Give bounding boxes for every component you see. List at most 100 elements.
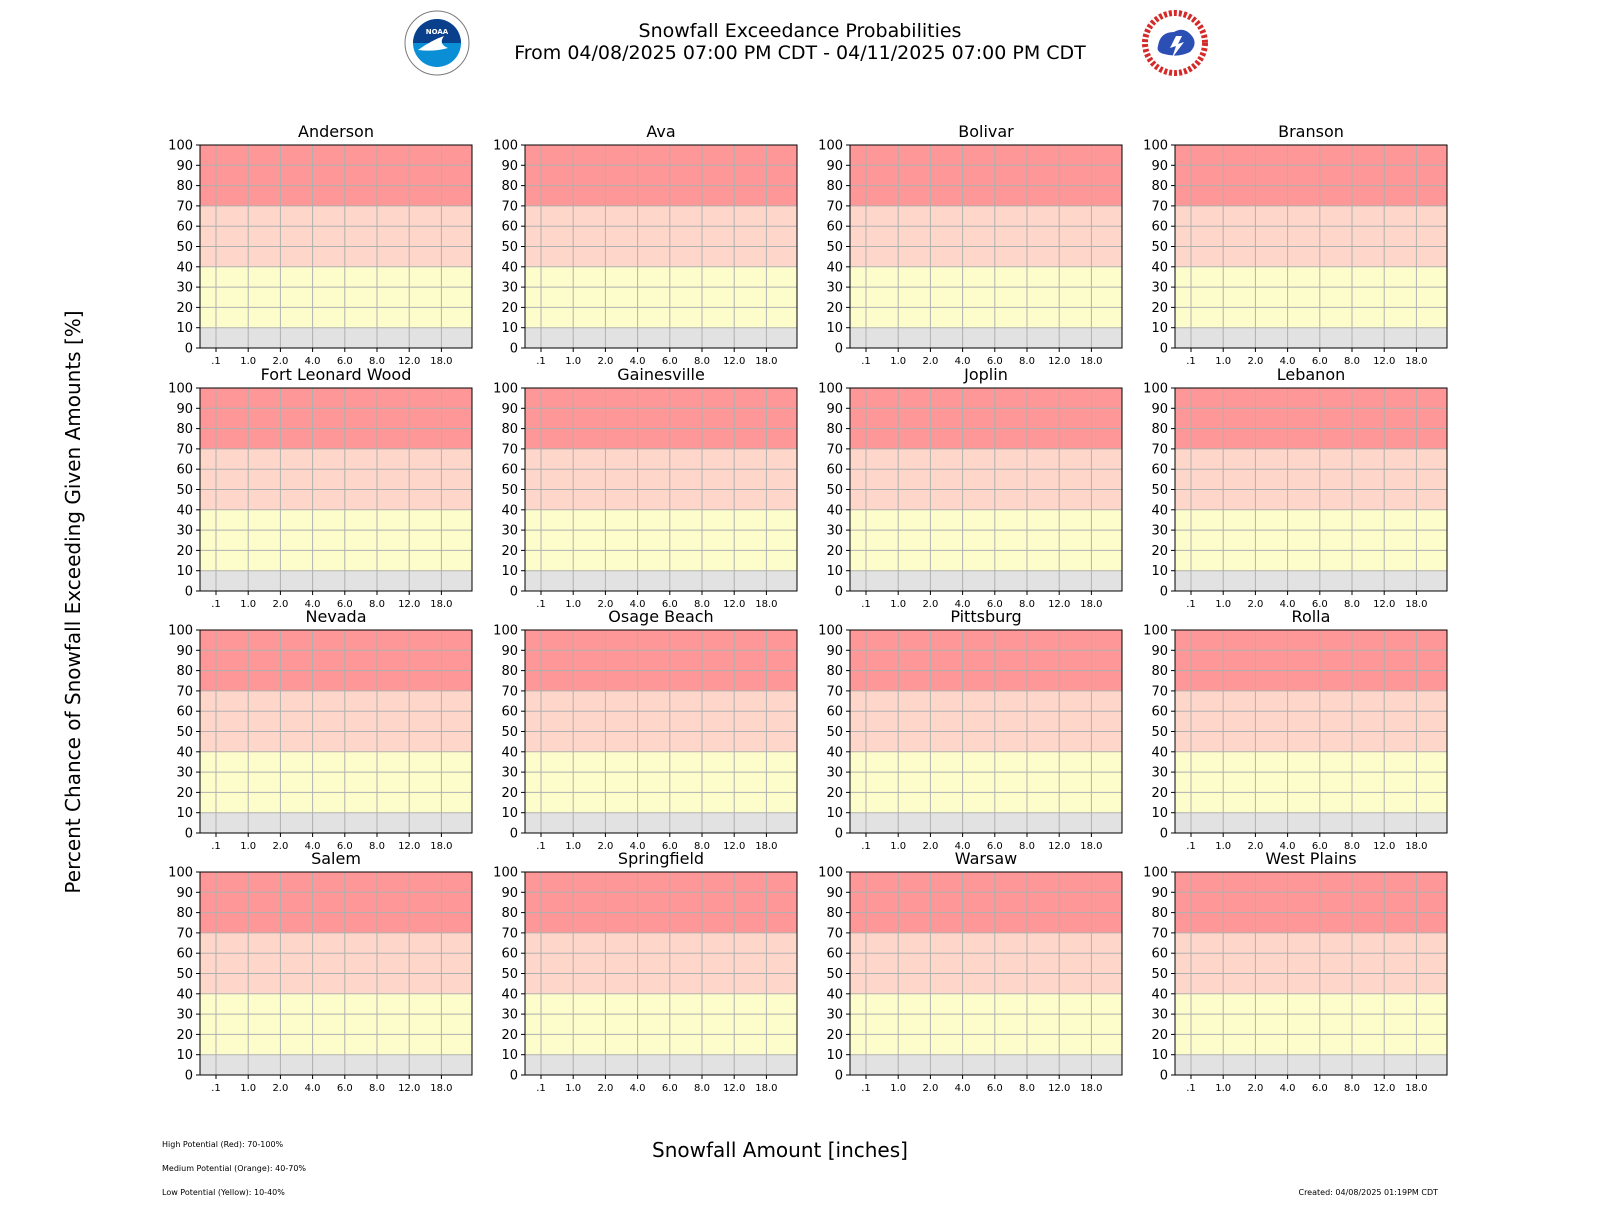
band-medium: [525, 932, 797, 994]
x-tick-label: 1.0: [890, 841, 906, 852]
x-tick-label: 2.0: [597, 356, 613, 367]
band-minimal: [525, 812, 797, 833]
y-tick-label: 30: [176, 766, 193, 781]
y-tick-label: 80: [501, 906, 518, 921]
y-tick-label: 60: [826, 463, 843, 478]
x-tick-label: 4.0: [305, 356, 321, 367]
band-high: [200, 872, 472, 933]
y-tick-label: 20: [826, 301, 843, 316]
x-tick-label: 1.0: [240, 1083, 256, 1094]
x-tick-label: 12.0: [398, 1083, 420, 1094]
y-tick-label: 20: [501, 1028, 518, 1043]
band-high: [1175, 388, 1447, 449]
title-line-1: Snowfall Exceedance Probabilities: [638, 20, 962, 42]
x-tick-label: .1: [211, 841, 221, 852]
x-tick-label: 2.0: [1247, 356, 1263, 367]
band-high: [1175, 145, 1447, 206]
y-tick-label: 20: [501, 301, 518, 316]
band-low: [525, 751, 797, 813]
y-tick-label: 60: [176, 947, 193, 962]
y-tick-label: 100: [493, 624, 518, 639]
band-minimal: [1175, 1054, 1447, 1075]
y-tick-label: 0: [510, 342, 518, 357]
y-tick-label: 60: [501, 705, 518, 720]
y-tick-label: 100: [493, 382, 518, 397]
x-axis-label: Snowfall Amount [inches]: [652, 1138, 908, 1162]
y-tick-label: 70: [826, 442, 843, 457]
band-medium: [850, 205, 1122, 267]
x-tick-label: .1: [861, 599, 871, 610]
y-tick-label: 90: [1151, 644, 1168, 659]
panel-nevada: 0 10 20 30 40 50 60 70 80 90 100 .1 1.0 2.0 4.0 6.0 8.0 1…: [168, 607, 473, 852]
y-tick-label: 80: [176, 664, 193, 679]
x-tick-label: 1.0: [890, 599, 906, 610]
y-tick-label: 40: [826, 503, 843, 518]
x-tick-label: 6.0: [662, 599, 678, 610]
y-tick-label: 0: [185, 585, 193, 600]
band-low: [1175, 509, 1447, 571]
x-tick-label: 12.0: [398, 356, 420, 367]
y-tick-label: 0: [185, 342, 193, 357]
band-minimal: [200, 812, 472, 833]
y-tick-label: 80: [176, 422, 193, 437]
y-tick-label: 0: [1160, 827, 1168, 842]
y-tick-label: 30: [1151, 281, 1168, 296]
plot-frame: [524, 387, 798, 592]
x-tick-label: 4.0: [955, 599, 971, 610]
y-tick-label: 10: [1151, 806, 1168, 821]
y-tick-label: 10: [501, 1048, 518, 1063]
panel-title: Gainesville: [617, 365, 705, 384]
y-tick-label: 10: [826, 806, 843, 821]
y-tick-label: 10: [501, 806, 518, 821]
y-tick-label: 60: [1151, 947, 1168, 962]
y-tick-label: 50: [826, 967, 843, 982]
y-tick-label: 40: [1151, 260, 1168, 275]
panel-title: Branson: [1278, 122, 1344, 141]
plot-frame: [849, 144, 1123, 349]
panel-title: Warsaw: [955, 849, 1017, 868]
x-tick-label: .1: [1186, 356, 1196, 367]
y-tick-label: 90: [501, 159, 518, 174]
panel-title: Salem: [311, 849, 361, 868]
plot-frame: [1174, 387, 1448, 592]
y-tick-label: 90: [826, 644, 843, 659]
plot-frame: [1174, 871, 1448, 1076]
band-low: [1175, 266, 1447, 328]
y-tick-label: 70: [176, 199, 193, 214]
y-tick-label: 20: [1151, 1028, 1168, 1043]
y-tick-label: 0: [835, 585, 843, 600]
y-tick-label: 90: [826, 159, 843, 174]
x-tick-label: 12.0: [723, 841, 745, 852]
x-tick-label: 18.0: [430, 1083, 452, 1094]
x-tick-label: 4.0: [630, 356, 646, 367]
panel-title: Anderson: [298, 122, 374, 141]
y-tick-label: 100: [168, 866, 193, 881]
x-tick-label: 12.0: [1048, 1083, 1070, 1094]
y-tick-label: 80: [1151, 664, 1168, 679]
x-tick-label: 6.0: [987, 356, 1003, 367]
band-medium: [200, 932, 472, 994]
plot-frame: [1174, 144, 1448, 349]
band-low: [525, 266, 797, 328]
band-low: [850, 266, 1122, 328]
x-tick-label: 18.0: [430, 599, 452, 610]
x-tick-label: 2.0: [1247, 1083, 1263, 1094]
y-tick-label: 40: [826, 987, 843, 1002]
y-tick-label: 80: [176, 906, 193, 921]
plot-frame: [199, 629, 473, 834]
y-tick-label: 50: [1151, 483, 1168, 498]
panel-title: Joplin: [963, 365, 1008, 384]
band-medium: [200, 205, 472, 267]
y-tick-label: 70: [176, 684, 193, 699]
y-tick-label: 10: [1151, 1048, 1168, 1063]
x-tick-label: 1.0: [240, 599, 256, 610]
band-low: [525, 993, 797, 1055]
band-high: [850, 630, 1122, 691]
y-tick-label: 70: [1151, 926, 1168, 941]
panel-bolivar: 0 10 20 30 40 50 60 70 80 90 100 .1 1.0 2.0 4.0 6.0 8.0 1…: [818, 122, 1123, 367]
x-tick-label: 4.0: [1280, 841, 1296, 852]
y-tick-label: 80: [501, 664, 518, 679]
x-tick-label: 8.0: [369, 1083, 385, 1094]
y-tick-label: 0: [835, 827, 843, 842]
